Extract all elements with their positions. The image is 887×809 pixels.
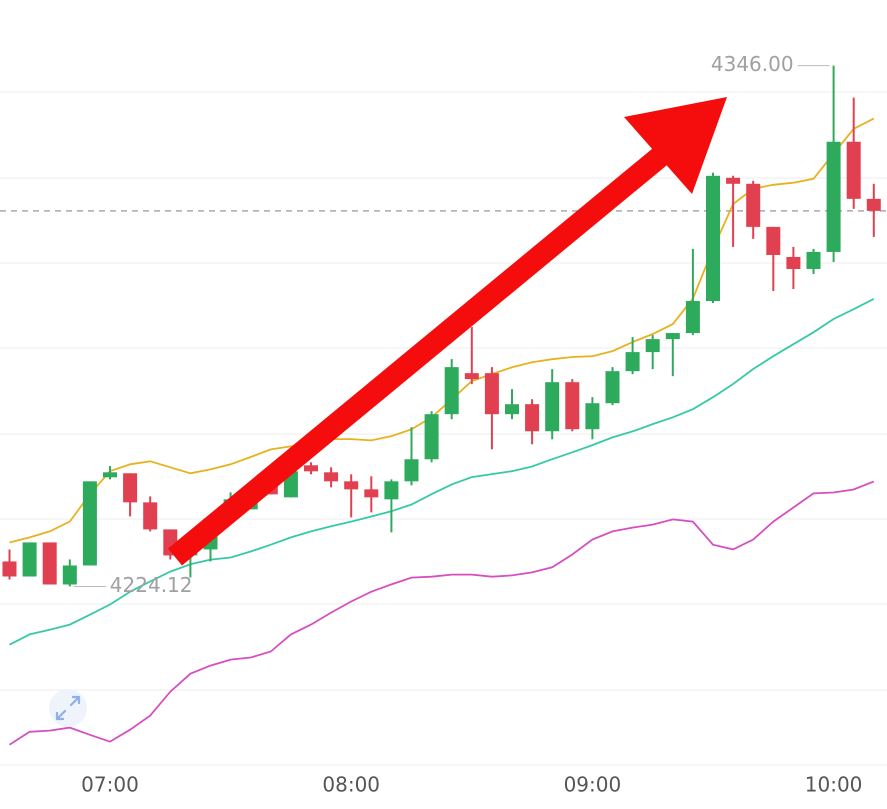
x-tick-label: 07:00 [81, 773, 139, 797]
candle-body [42, 542, 57, 585]
x-tick-label: 10:00 [805, 773, 863, 797]
expand-icon[interactable] [55, 695, 81, 721]
candle-body [605, 371, 620, 404]
ma-line [9, 480, 875, 746]
candle-body [103, 472, 117, 478]
candle-body [645, 339, 660, 353]
ma-line [9, 298, 875, 646]
candle-body [324, 472, 339, 482]
candle-body [2, 561, 17, 577]
x-tick-label: 09:00 [564, 773, 622, 797]
candle-body [625, 352, 640, 372]
plot: 07:00 08:00 09:00 10:00 4346.00 4224.12 [0, 52, 887, 797]
candle-body [464, 373, 479, 380]
candle-body [525, 404, 540, 432]
extreme-label: 4224.12 [110, 573, 193, 597]
candle-body [82, 481, 97, 566]
candle-body [726, 177, 741, 184]
ma-line [9, 117, 875, 544]
candle-body [545, 382, 560, 432]
candle-body [344, 481, 359, 490]
candle-body [746, 183, 761, 227]
candle-body [505, 404, 519, 415]
candle-body [806, 251, 821, 269]
candle-body [685, 301, 700, 334]
arrow-head [624, 97, 727, 194]
candle-body [424, 414, 439, 460]
candle-body [484, 373, 499, 415]
candle-body [766, 226, 781, 255]
expand-button[interactable] [49, 689, 87, 727]
candle-body [444, 367, 459, 415]
candle-body [304, 465, 318, 472]
candle-body [866, 198, 881, 211]
candle-body [62, 565, 77, 585]
expand-button-bg[interactable] [49, 689, 87, 727]
candle-body [565, 382, 580, 430]
candle-body [585, 403, 600, 430]
x-tick-label: 08:00 [322, 773, 380, 797]
candle-body [364, 489, 379, 498]
candle-body [22, 542, 37, 577]
candle-body [665, 333, 680, 340]
candle-body [706, 175, 720, 302]
candle-body [123, 473, 138, 503]
extreme-label: 4346.00 [711, 52, 794, 76]
candle-body [826, 141, 841, 252]
candle-body [846, 141, 861, 199]
candle-body [404, 459, 419, 482]
candle-body [384, 481, 399, 500]
trend-arrow [167, 97, 727, 566]
candle-body [786, 256, 801, 269]
arrow-shaft [167, 141, 676, 566]
candle-body [143, 502, 158, 530]
